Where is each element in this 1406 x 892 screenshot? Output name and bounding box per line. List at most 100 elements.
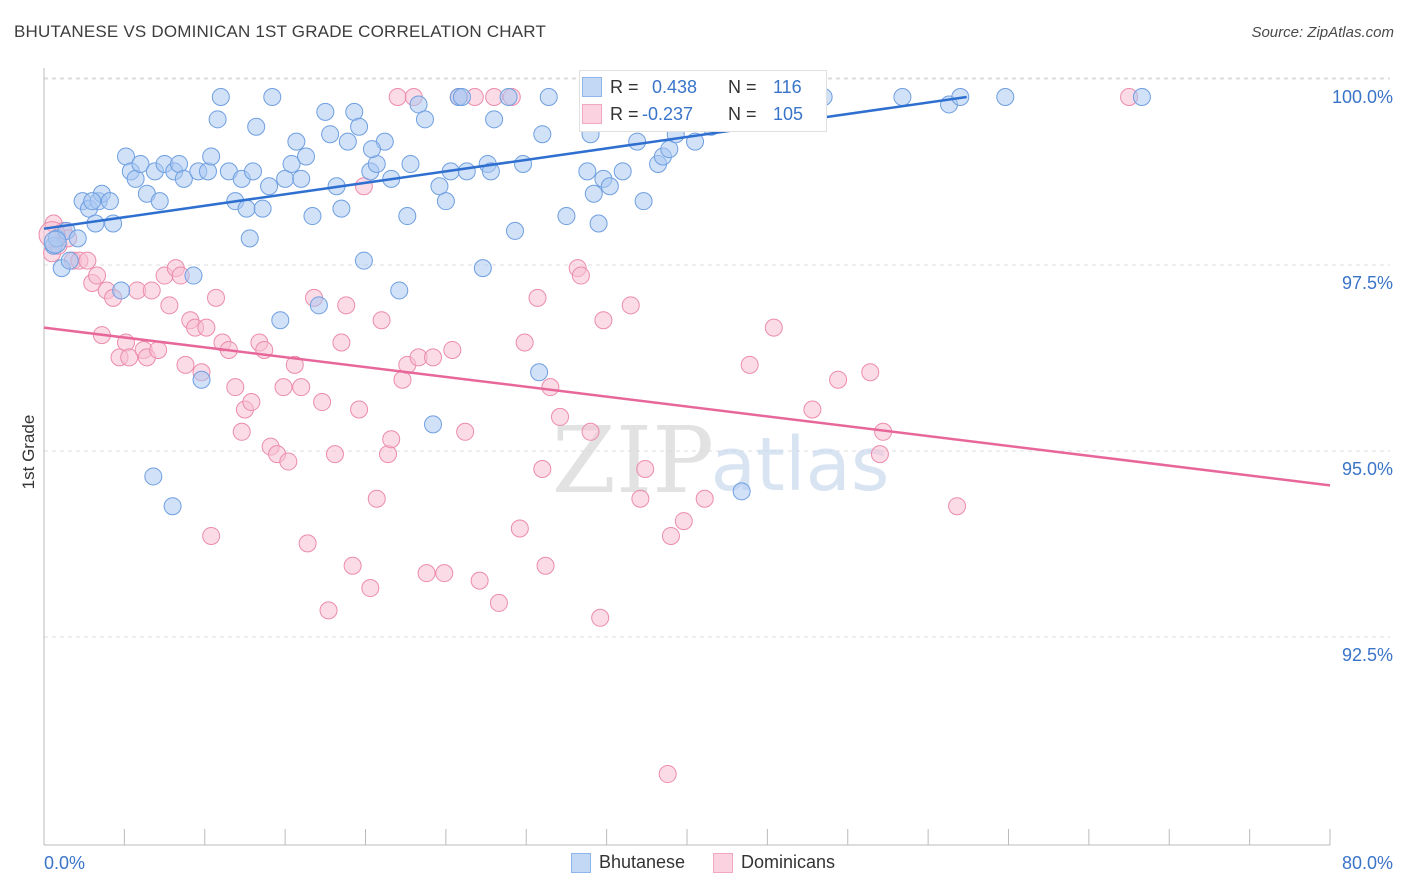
dominicans-point [470, 571, 489, 590]
bhutanese-point [481, 162, 500, 181]
dominicans-point [541, 378, 560, 397]
bhutanese-point [43, 230, 67, 254]
bhutanese-point [260, 177, 279, 196]
dominicans-point [536, 556, 555, 575]
bhutanese-point [263, 88, 282, 106]
dominicans-point [803, 400, 822, 419]
dominicans-trend-line [43, 326, 1331, 487]
bhutanese-point [415, 110, 434, 129]
bhutanese-point [309, 296, 328, 315]
dominicans-point [674, 512, 693, 531]
bhutanese-point [321, 125, 340, 144]
dominicans-point [337, 296, 356, 315]
bhutanese-point [287, 132, 306, 151]
bhutanese-point [354, 251, 373, 270]
dominicans-point [443, 340, 462, 359]
dominicans-point [232, 422, 251, 441]
dominicans-point [695, 489, 714, 508]
n-label: N = [728, 76, 757, 97]
dominicans-point [361, 579, 380, 598]
bhutanese-point [530, 363, 549, 382]
dominicans-point [298, 534, 317, 553]
bhutanese-point [282, 154, 301, 173]
dominicans-point [226, 378, 245, 397]
correlation-row-dominicans: R = -0.237 N = 105 [580, 101, 828, 127]
bhutanese-point [332, 199, 351, 218]
bhutanese-point [198, 162, 217, 181]
dominicans-point [489, 593, 508, 612]
dominicans-point [740, 355, 759, 374]
bhutanese-point [240, 229, 259, 248]
bhutanese-point [316, 102, 335, 121]
bhutanese-point [208, 110, 227, 129]
bhutanese-point [253, 199, 272, 218]
bhutanese-point [338, 132, 357, 151]
bhutanese-point [202, 147, 221, 166]
dominicans-point [176, 355, 195, 374]
dominicans-point [202, 526, 221, 545]
dominicans-point [242, 393, 261, 412]
bhutanese-point [144, 467, 163, 486]
correlation-row-bhutanese: R = 0.438 N = 116 [580, 74, 828, 100]
bhutanese-point [499, 88, 518, 106]
dominicans-point [594, 311, 613, 330]
bhutanese-point [732, 482, 751, 501]
bhutanese-point [628, 132, 647, 151]
dominicans-point [388, 88, 407, 106]
bhutanese-point [893, 88, 912, 106]
bhutanese-point [192, 370, 211, 389]
dominicans-point [274, 378, 293, 397]
y-tick-label: 97.5% [1342, 273, 1393, 293]
bhutanese-point [514, 154, 533, 173]
dominicans-point [870, 445, 889, 464]
bhutanese-point [539, 88, 558, 106]
dominicans-point [207, 288, 226, 307]
bhutanese-point [424, 415, 443, 434]
dominicans-point [142, 281, 161, 300]
dominicans-point [636, 460, 655, 478]
bhutanese-swatch [582, 77, 602, 97]
legend-item-dominicans: Dominicans [713, 852, 835, 873]
dominicans-point [533, 460, 552, 478]
bhutanese-point [996, 88, 1015, 106]
bhutanese-point [473, 259, 492, 278]
r-label: R = [610, 76, 639, 97]
dominicans-points [38, 88, 1139, 784]
dominicans-point [393, 370, 412, 389]
bhutanese-legend-swatch [570, 852, 591, 873]
bhutanese-point [436, 192, 455, 211]
dominicans-point [661, 526, 680, 545]
bhutanese-point [398, 207, 417, 226]
y-tick-label: 100.0% [1332, 87, 1393, 107]
bhutanese-point [297, 147, 316, 166]
bhutanese-point [452, 88, 471, 106]
dominicans-point [367, 489, 386, 508]
bhutanese-point [247, 117, 266, 136]
bhutanese-point [362, 140, 381, 159]
dominicans-point [350, 400, 369, 419]
dominicans-point [325, 445, 344, 464]
dominicans-point [764, 318, 783, 337]
dominicans-point [88, 266, 107, 285]
bhutanese-point [150, 192, 169, 211]
y-tick-label: 92.5% [1342, 645, 1393, 665]
r-value: 0.438 [652, 76, 698, 97]
x-tick-label: 0.0% [44, 853, 85, 873]
bhutanese-point [174, 169, 193, 188]
bhutanese-point [60, 251, 79, 270]
bhutanese-point [505, 221, 524, 240]
bhutanese-point [131, 154, 150, 173]
source-credit: Source: ZipAtlas.com [1251, 24, 1394, 41]
dominicans-point [658, 765, 677, 784]
bhutanese-point [237, 199, 256, 218]
dominicans-point [319, 601, 338, 620]
bhutanese-point [457, 162, 476, 181]
n-value: 116 [773, 76, 802, 97]
dominicans-point [435, 564, 454, 583]
bhutanese-point [170, 154, 189, 173]
bhutanese-point [1132, 88, 1151, 106]
bhutanese-point [184, 266, 203, 285]
dominicans-point [581, 422, 600, 441]
dominicans-point [456, 422, 475, 441]
bhutanese-point [485, 110, 504, 129]
